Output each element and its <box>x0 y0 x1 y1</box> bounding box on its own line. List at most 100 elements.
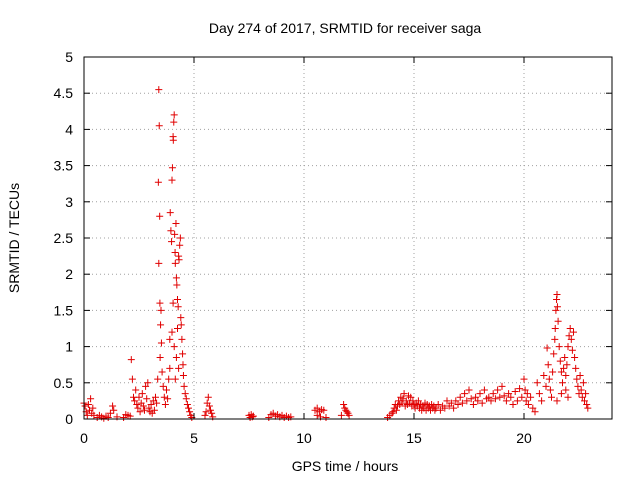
data-point <box>169 299 177 307</box>
data-point <box>563 361 571 369</box>
data-point <box>139 402 147 410</box>
data-point <box>81 402 89 410</box>
x-tick-label: 10 <box>296 430 312 446</box>
x-tick-labels: 0 5 10 15 20 <box>80 430 532 446</box>
data-point <box>155 122 163 130</box>
data-point <box>179 372 187 380</box>
data-point <box>173 281 181 289</box>
data-point <box>83 411 91 419</box>
data-point <box>555 343 563 351</box>
data-point <box>533 379 541 387</box>
data-point <box>109 402 117 410</box>
data-point <box>544 361 552 369</box>
data-point <box>452 397 460 405</box>
data-point <box>454 401 462 409</box>
data-point <box>443 397 451 405</box>
y-axis-label: SRMTID / TECUs <box>6 183 22 293</box>
data-point <box>581 397 588 405</box>
data-point <box>458 399 466 407</box>
y-tick-label: 2.5 <box>54 230 74 246</box>
data-point <box>166 364 174 372</box>
data-point <box>313 411 321 419</box>
data-point <box>154 375 162 383</box>
data-point <box>186 408 194 416</box>
data-point <box>465 386 473 394</box>
data-point <box>527 393 535 401</box>
data-point <box>574 382 582 390</box>
data-point <box>538 397 546 405</box>
data-point <box>584 404 592 412</box>
data-point <box>511 387 519 395</box>
data-point <box>164 395 172 403</box>
data-point <box>142 382 150 390</box>
data-point <box>141 406 148 414</box>
data-point <box>549 368 557 376</box>
data-point <box>128 375 136 383</box>
data-point <box>567 335 575 343</box>
data-point <box>553 290 561 298</box>
data-point <box>570 328 577 336</box>
data-point <box>185 404 192 412</box>
y-tick-label: 4 <box>65 121 73 137</box>
data-point <box>583 401 591 409</box>
data-point <box>441 404 449 412</box>
data-point <box>168 328 176 336</box>
data-point <box>557 368 565 376</box>
data-point <box>135 393 143 401</box>
data-point <box>559 379 566 387</box>
data-point <box>154 178 162 186</box>
y-tick-label: 0.5 <box>54 375 74 391</box>
data-point <box>127 356 135 364</box>
data-point <box>543 344 551 352</box>
data-point <box>155 86 163 94</box>
data-point <box>320 406 328 414</box>
data-point <box>474 397 482 405</box>
data-point <box>87 395 95 403</box>
data-point <box>161 401 169 409</box>
data-point <box>175 256 183 264</box>
data-point <box>157 306 165 314</box>
data-point <box>523 390 531 398</box>
data-point <box>177 314 185 322</box>
data-point <box>172 274 180 282</box>
data-point <box>398 399 406 407</box>
data-point <box>174 296 181 304</box>
data-point <box>516 385 524 393</box>
data-point <box>491 395 499 403</box>
x-tick-label: 5 <box>190 430 198 446</box>
data-point <box>579 379 587 387</box>
data-point <box>153 399 161 407</box>
data-point <box>456 393 464 401</box>
y-tick-label: 0 <box>65 411 73 427</box>
data-point <box>104 414 112 422</box>
data-point <box>157 339 165 347</box>
data-point <box>496 393 504 401</box>
data-point <box>133 401 141 409</box>
data-point <box>163 386 170 394</box>
data-point <box>132 386 140 394</box>
data-point <box>179 361 187 369</box>
data-point <box>400 390 408 398</box>
data-point <box>535 390 543 398</box>
data-point <box>505 390 513 398</box>
data-point <box>551 335 559 343</box>
data-point <box>174 303 182 311</box>
data-point <box>177 321 185 329</box>
data-point <box>447 399 455 407</box>
data-point <box>138 390 146 398</box>
data-point <box>126 412 134 420</box>
data-point <box>180 382 188 390</box>
data-point <box>467 395 475 403</box>
data-point <box>171 248 179 256</box>
data-point <box>152 393 159 401</box>
data-point <box>578 393 586 401</box>
y-tick-label: 3 <box>65 194 73 210</box>
data-point <box>434 401 442 409</box>
data-point <box>155 259 163 267</box>
data-point <box>144 379 152 387</box>
data-point <box>556 357 564 365</box>
data-point <box>513 397 521 405</box>
data-point <box>134 404 142 412</box>
data-point <box>485 393 493 401</box>
data-point <box>561 353 569 361</box>
